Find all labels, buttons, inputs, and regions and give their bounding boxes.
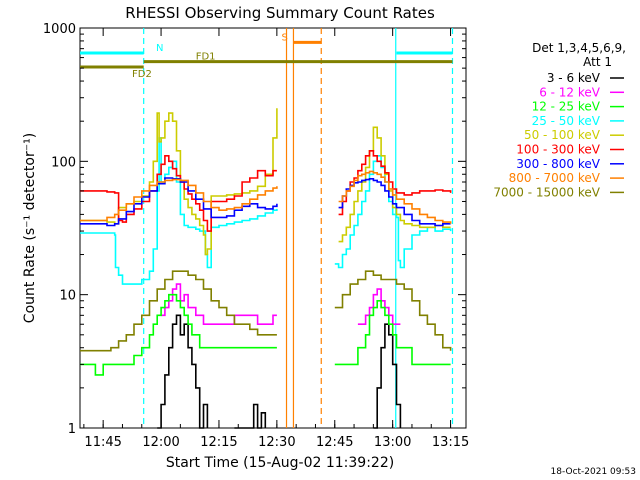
legend-item-label-4: 50 - 100 keV bbox=[524, 128, 601, 142]
legend-item-label-6: 300 - 800 keV bbox=[516, 157, 600, 171]
legend-item-label-2: 12 - 25 keV bbox=[532, 100, 601, 114]
legend-header-line1: Det 1,3,4,5,6,9, bbox=[532, 41, 626, 55]
x-axis-label: Start Time (15-Aug-02 11:39:22) bbox=[166, 455, 394, 471]
x-tick-label-0: 11:45 bbox=[84, 435, 121, 450]
series-line-8 bbox=[80, 270, 452, 352]
x-tick-label-2: 12:15 bbox=[200, 435, 237, 450]
segment-label-0: N bbox=[156, 43, 163, 54]
y-tick-label-3: 1000 bbox=[43, 22, 76, 37]
y-tick-label-2: 100 bbox=[51, 155, 76, 170]
legend-item-label-8: 7000 - 15000 keV bbox=[493, 185, 600, 199]
x-tick-label-1: 12:00 bbox=[142, 435, 179, 450]
y-tick-label-1: 10 bbox=[59, 289, 76, 304]
legend-header-line2: Att 1 bbox=[583, 55, 612, 69]
x-tick-label-4: 12:45 bbox=[316, 435, 353, 450]
x-tick-label-5: 13:00 bbox=[374, 435, 411, 450]
segment-label-3: S bbox=[281, 32, 287, 43]
x-tick-label-6: 13:15 bbox=[432, 435, 469, 450]
observing-segments: N FD1 FD2 S bbox=[80, 32, 453, 80]
marker-lines bbox=[143, 28, 454, 428]
plot-frame bbox=[79, 27, 467, 429]
series-line-7 bbox=[80, 170, 452, 224]
segment-label-1: FD1 bbox=[196, 52, 216, 63]
series-line-2 bbox=[80, 293, 451, 376]
legend-item-label-7: 800 - 7000 keV bbox=[509, 171, 601, 185]
legend-item-label-3: 25 - 50 keV bbox=[532, 114, 601, 128]
series-lines bbox=[80, 108, 452, 429]
y-tick-label-0: 1 bbox=[68, 422, 76, 437]
segment-label-2: FD2 bbox=[132, 69, 152, 80]
axis-ticks: 11:45 12:00 12:15 12:30 12:45 13:00 13:15 1 10 10… bbox=[43, 22, 469, 450]
footer-date: 18-Oct-2021 09:53 bbox=[551, 467, 636, 477]
legend-item-label-1: 6 - 12 keV bbox=[539, 85, 601, 99]
legend-item-label-5: 100 - 300 keV bbox=[516, 143, 600, 157]
y-axis-label-group: Count Rate (s⁻¹ detector⁻¹) bbox=[22, 133, 38, 323]
legend-item-label-0: 3 - 6 keV bbox=[547, 71, 601, 85]
y-axis-label: Count Rate (s⁻¹ detector⁻¹) bbox=[22, 133, 38, 323]
chart-title: RHESSI Observing Summary Count Rates bbox=[125, 4, 435, 22]
x-tick-label-3: 12:30 bbox=[258, 435, 295, 450]
